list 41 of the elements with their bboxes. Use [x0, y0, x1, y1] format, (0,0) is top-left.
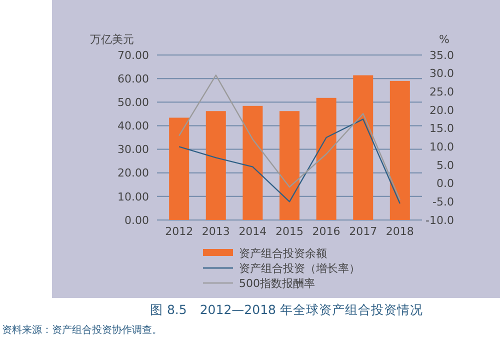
bar [353, 75, 374, 220]
y-tick-label: 40.00 [118, 120, 149, 133]
text: 图 8.5 2012—2018 年全球资产组合投资情况 [150, 302, 423, 317]
bar [280, 111, 300, 220]
x-tick-label: 2018 [386, 225, 414, 238]
text: 资料来源：资产组合投资协作调查。 [2, 324, 162, 336]
bar [169, 118, 190, 220]
y2-tick-label: 15.0 [430, 122, 454, 136]
y-tick-label: 0.00 [124, 214, 149, 227]
y2-tick-label: 20.0 [430, 104, 454, 117]
y-tick-label: 10.00 [118, 190, 149, 204]
bar [316, 98, 336, 220]
y2-tick-label: 35.0 [430, 48, 454, 62]
x-tick-label: 2013 [202, 225, 230, 238]
y-tick-label: 70.00 [118, 48, 149, 62]
y2-tick-label: 0.0 [436, 177, 454, 190]
legend-label: 资产组合投资（增长率） [239, 262, 360, 275]
x-tick-label: 2017 [349, 225, 378, 238]
x-tick-label: 2015 [276, 225, 304, 238]
line-series [178, 118, 401, 204]
y2-tick-label: -10.0 [426, 214, 454, 227]
legend-label: 500指数报酬率 [239, 277, 315, 290]
y2-tick-label: 25.0 [430, 86, 454, 99]
y2-tick-label: 30.0 [430, 67, 454, 80]
x-tick-label: 2016 [312, 225, 340, 238]
bar [206, 111, 226, 220]
y-tick-label: 50.00 [118, 96, 149, 109]
y-tick-label: 30.00 [118, 143, 149, 156]
y2-tick-label: 5.0 [436, 158, 454, 172]
y-tick-label: 60.00 [118, 72, 149, 86]
legend-label: 资产组合投资余额 [239, 247, 327, 260]
line-series [178, 74, 401, 200]
bar [242, 106, 263, 220]
x-tick-label: 2014 [238, 225, 267, 238]
bar [390, 80, 410, 220]
y2-tick-label: -5.0 [432, 196, 454, 209]
y2-tick-label: 10.0 [430, 140, 454, 154]
y-axis-title: 万亿美元 [90, 33, 134, 46]
y-tick-label: 20.00 [118, 166, 149, 180]
y2-axis-title: % [439, 33, 450, 46]
x-tick-label: 2012 [165, 225, 194, 238]
